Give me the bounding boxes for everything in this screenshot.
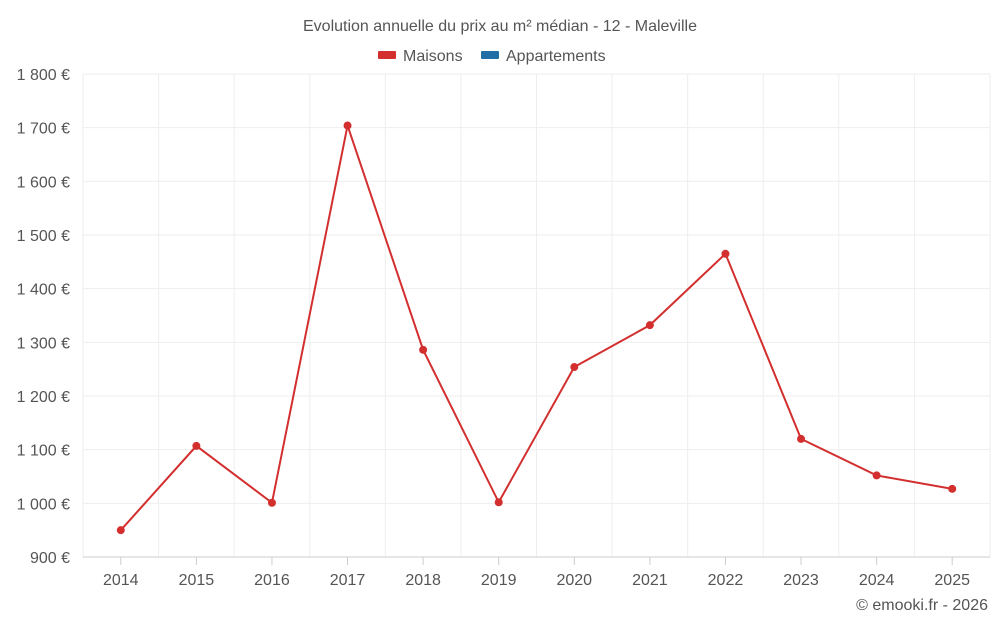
- data-point[interactable]: [343, 121, 352, 130]
- y-tick-label: 1 600 €: [17, 174, 70, 191]
- y-tick-label: 1 200 €: [17, 389, 70, 406]
- data-point[interactable]: [645, 321, 654, 330]
- grid: [82, 73, 991, 557]
- chart-title: Evolution annuelle du prix au m² médian …: [303, 18, 697, 35]
- y-tick-label: 1 500 €: [17, 228, 70, 245]
- data-point[interactable]: [116, 526, 125, 535]
- y-tick-label: 1 800 €: [17, 67, 70, 84]
- legend-label-appartements[interactable]: Appartements: [506, 48, 606, 65]
- y-axis: 900 € 1 000 € 1 100 € 1 200 € 1 300 € 1 400 €…: [17, 67, 70, 567]
- x-tick-label: 2016: [254, 572, 290, 589]
- x-axis: 2014 2015 2016 2017 2018 2019 2020 2021 2022 2023…: [83, 556, 990, 589]
- x-tick-label: 2017: [330, 572, 366, 589]
- x-tick-label: 2021: [632, 572, 668, 589]
- y-tick-label: 1 700 €: [17, 121, 70, 138]
- credit-text: © emooki.fr - 2026: [856, 597, 988, 614]
- data-point[interactable]: [721, 249, 730, 258]
- data-point[interactable]: [948, 484, 957, 493]
- x-tick-label: 2024: [859, 572, 895, 589]
- y-tick-label: 1 100 €: [17, 443, 70, 460]
- y-tick-label: 1 300 €: [17, 335, 70, 352]
- data-point[interactable]: [494, 498, 503, 507]
- series-line-maisons: [120, 121, 953, 531]
- x-tick-label: 2023: [783, 572, 819, 589]
- x-tick-label: 2014: [103, 572, 139, 589]
- x-tick-label: 2025: [934, 572, 970, 589]
- data-point[interactable]: [872, 471, 881, 480]
- legend-label-maisons[interactable]: Maisons: [403, 48, 463, 65]
- y-tick-label: 900 €: [30, 550, 70, 567]
- data-point[interactable]: [267, 498, 276, 507]
- data-point[interactable]: [797, 434, 806, 443]
- data-point[interactable]: [570, 363, 579, 372]
- x-tick-label: 2022: [708, 572, 744, 589]
- x-tick-label: 2019: [481, 572, 517, 589]
- legend-swatch-maisons[interactable]: [378, 51, 396, 59]
- y-tick-label: 1 000 €: [17, 496, 70, 513]
- legend-swatch-appartements[interactable]: [481, 51, 499, 59]
- data-point[interactable]: [192, 441, 201, 450]
- data-point[interactable]: [419, 345, 428, 354]
- series-group: [116, 121, 957, 535]
- x-tick-label: 2020: [556, 572, 592, 589]
- y-tick-label: 1 400 €: [17, 282, 70, 299]
- x-tick-label: 2015: [179, 572, 215, 589]
- x-tick-label: 2018: [405, 572, 441, 589]
- legend: Maisons Appartements: [378, 48, 606, 65]
